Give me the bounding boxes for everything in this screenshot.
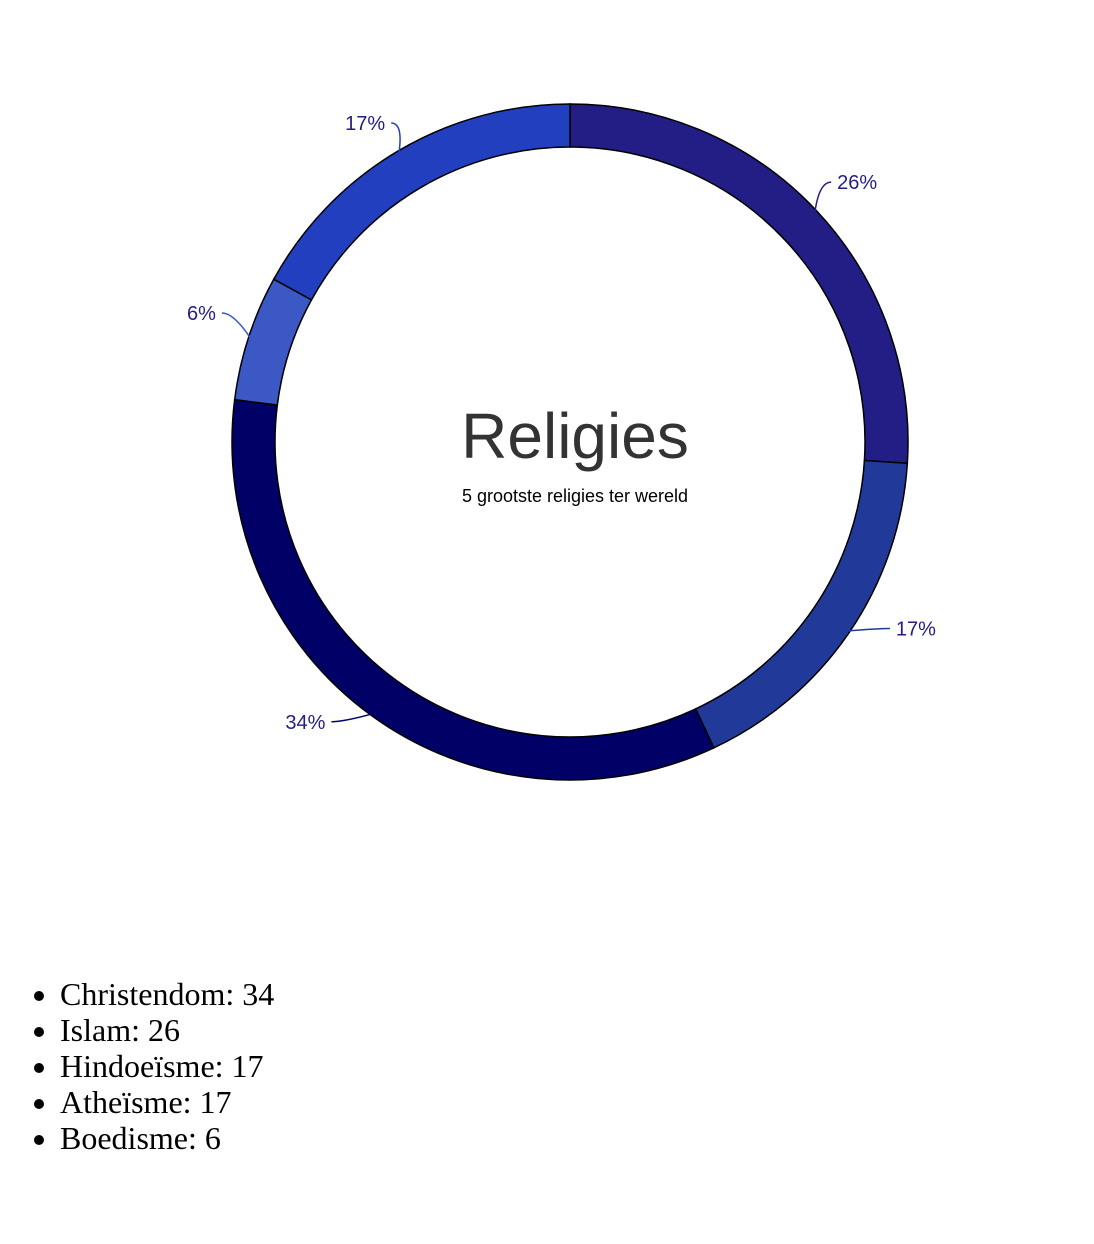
legend-item: Islam: 26 <box>60 1012 274 1048</box>
leader-line <box>814 181 832 213</box>
legend-item: Boedisme: 6 <box>60 1120 274 1156</box>
chart-area: 26% 17% 34% 6% 17% Religies 5 grootste relig… <box>187 103 936 781</box>
legend-item: Hindoeïsme: 17 <box>60 1048 274 1084</box>
leader-line <box>221 312 252 339</box>
leader-line <box>391 122 401 153</box>
chart-subtitle: 5 grootste religies ter wereld <box>461 486 689 506</box>
slice-percent-label: 34% <box>285 712 325 734</box>
legend-list: Christendom: 34 Islam: 26 Hindoeïsme: 17… <box>0 976 274 1156</box>
slice-percent-label: 26% <box>837 172 877 194</box>
leader-line <box>331 713 373 723</box>
slice-percent-label: 17% <box>345 113 385 135</box>
slice-percent-label: 17% <box>896 618 936 640</box>
legend-item: Christendom: 34 <box>60 976 274 1012</box>
donut-slice-boedisme <box>233 278 313 406</box>
leader-line <box>847 627 890 632</box>
legend-item: Atheïsme: 17 <box>60 1084 274 1120</box>
donut-slice-hindoeïsme <box>272 103 571 301</box>
donut-chart: 26% 17% 34% 6% 17% <box>187 103 936 781</box>
chart-title: Religies <box>461 400 689 472</box>
slice-percent-label: 6% <box>187 303 216 325</box>
